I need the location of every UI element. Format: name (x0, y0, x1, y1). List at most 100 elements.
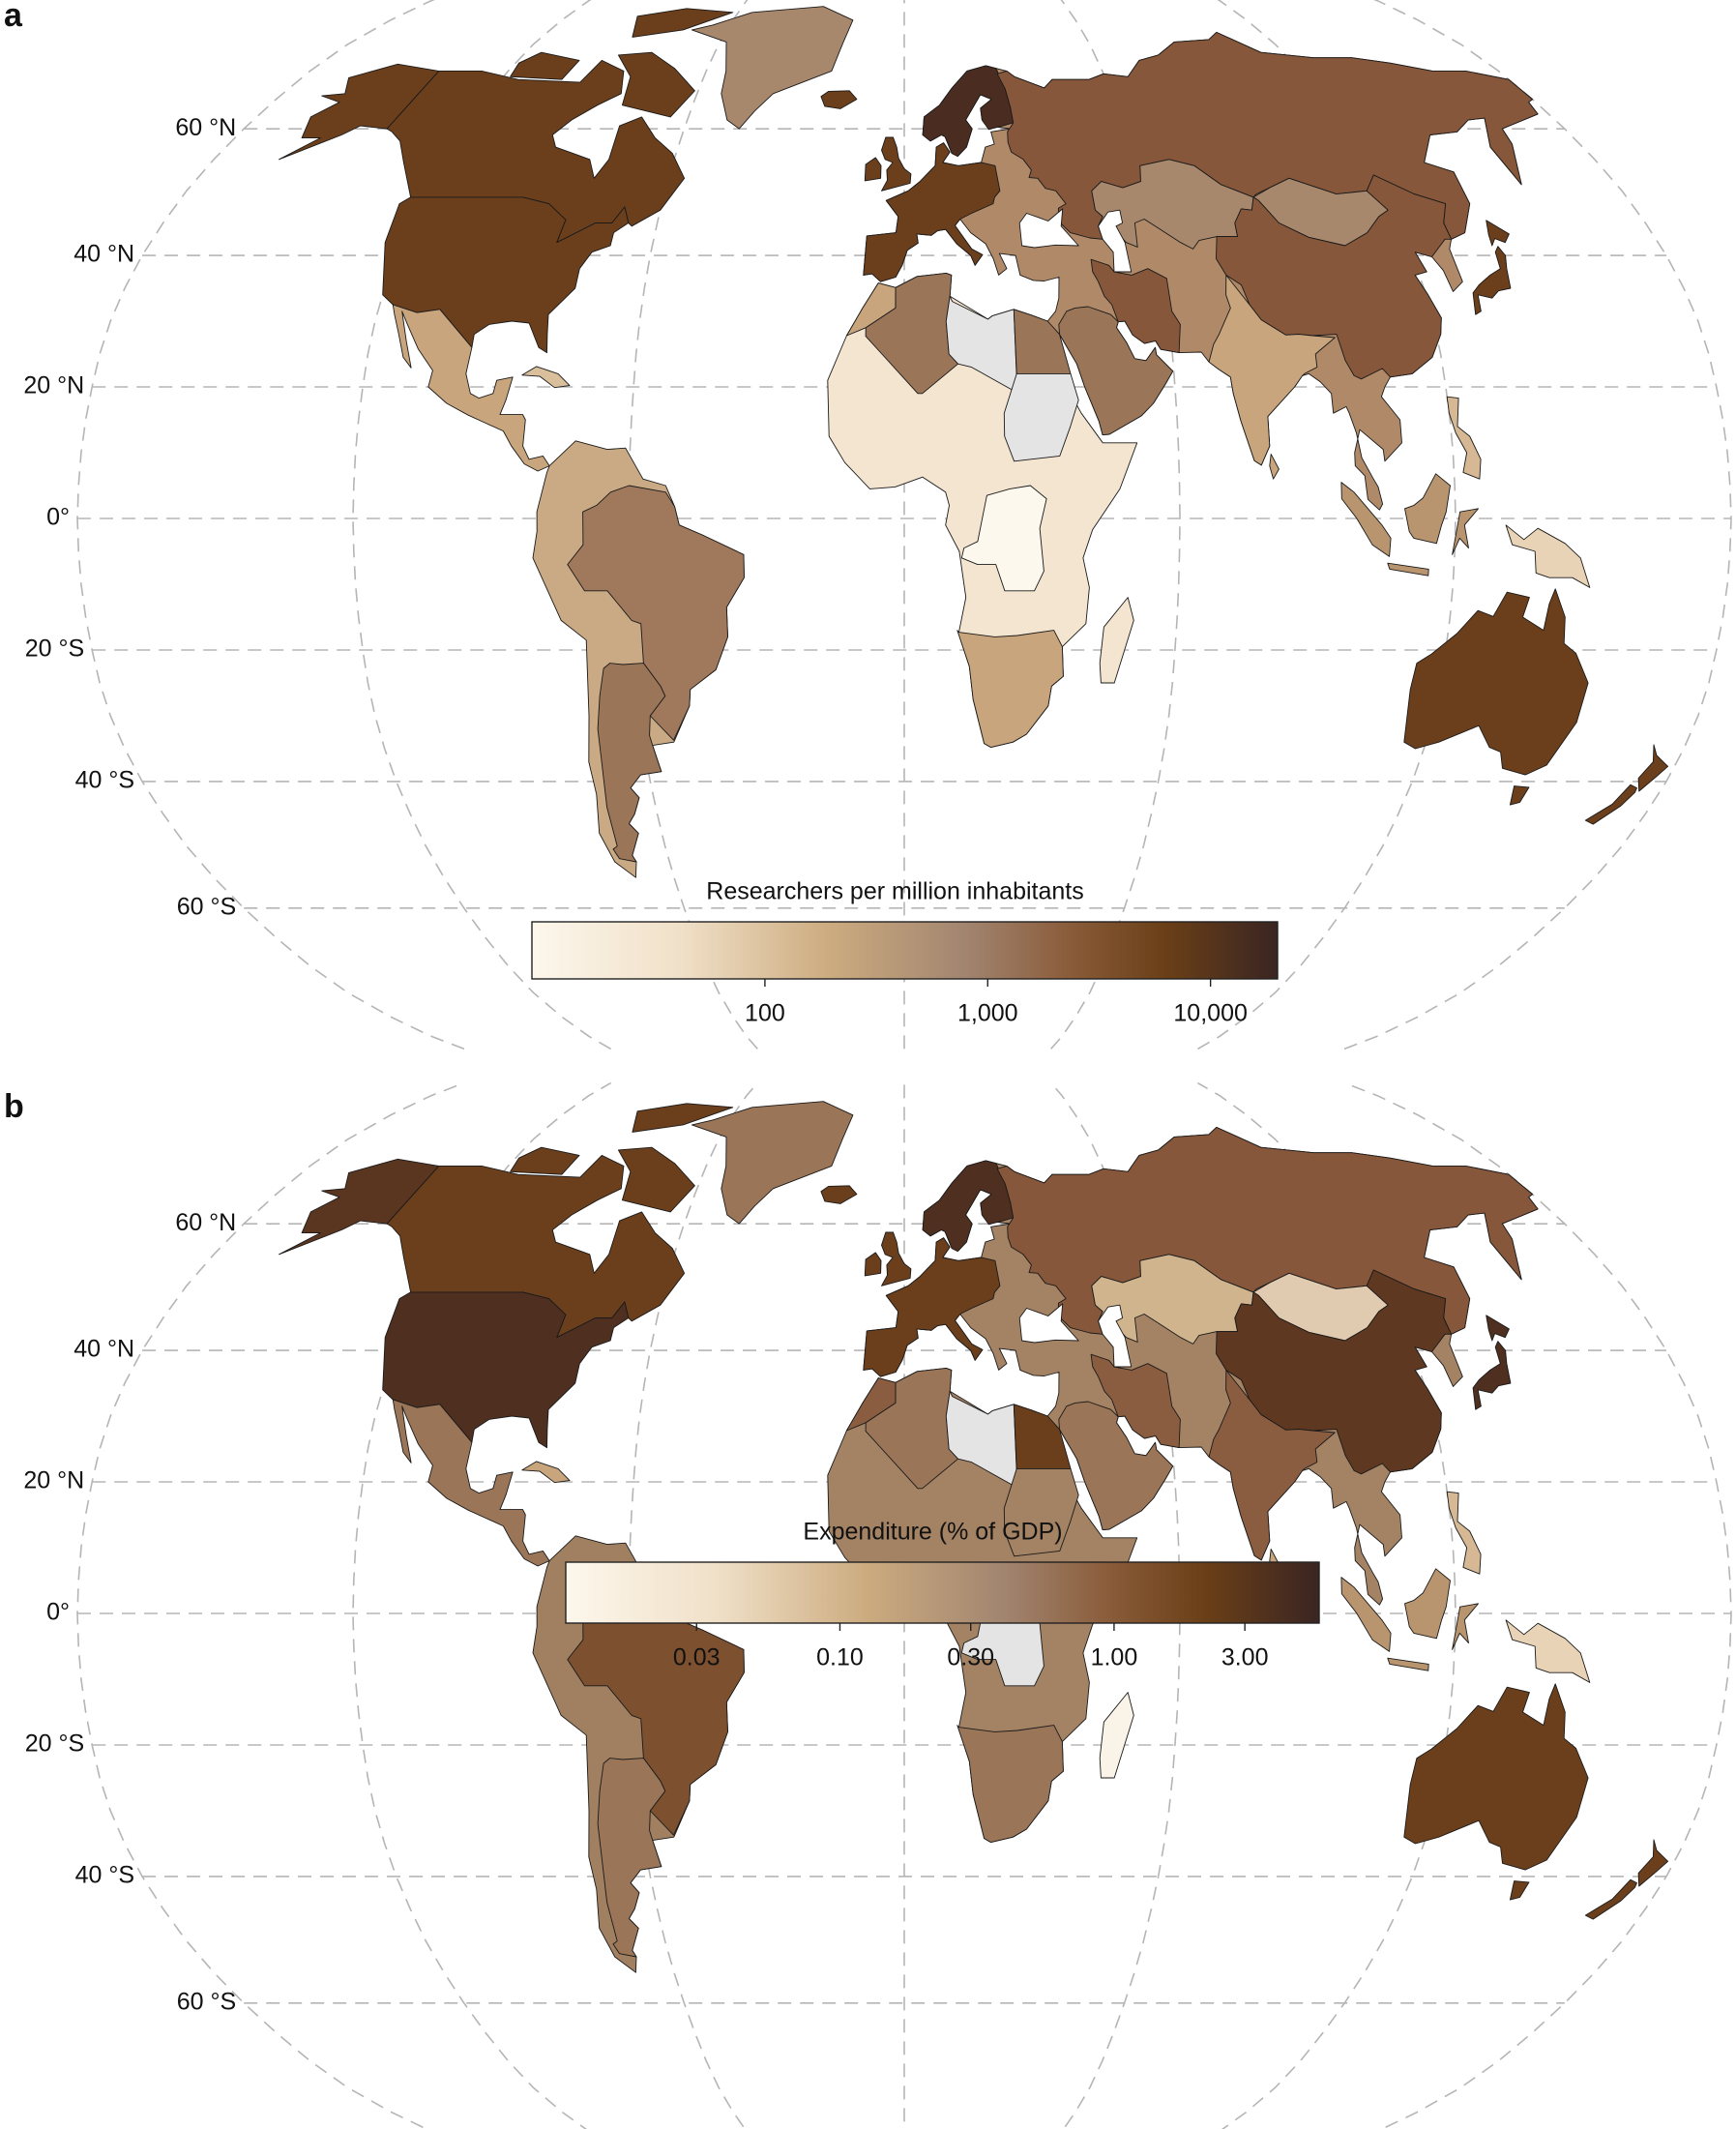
country (617, 1146, 695, 1213)
country (1486, 1315, 1510, 1342)
country (1208, 274, 1336, 466)
country (1269, 453, 1280, 480)
country (945, 295, 1018, 391)
latitude-label: 40 °N (74, 241, 134, 268)
country (945, 1390, 1018, 1486)
country (1404, 1568, 1451, 1640)
colorbar-tick-label: 10,000 (1173, 1000, 1247, 1027)
country (1018, 208, 1079, 249)
colorbar (565, 1561, 1320, 1624)
country (1452, 508, 1479, 555)
country (1472, 1341, 1512, 1410)
country (864, 157, 882, 182)
colorbar-tick-label: 1.00 (1091, 1644, 1138, 1671)
country (510, 51, 580, 80)
panel-label: b (4, 1088, 24, 1125)
latitude-label: 20 °S (25, 1730, 84, 1758)
country (279, 1158, 440, 1256)
country (1486, 220, 1510, 247)
country (510, 1146, 580, 1175)
country (1505, 1619, 1591, 1683)
country (1403, 1683, 1589, 1871)
latitude-label: 60 °N (175, 1209, 236, 1236)
country (521, 366, 571, 389)
country (392, 304, 550, 472)
map-panel: 60 °N 40 °N 20 °N 0° 20 °S 40 °S 60 °S (23, 0, 1732, 1050)
country (960, 485, 1047, 592)
country (1099, 597, 1134, 684)
country (1387, 1657, 1429, 1671)
country (1208, 1369, 1336, 1561)
country (820, 1185, 858, 1204)
colorbar (531, 921, 1279, 980)
country (1387, 562, 1429, 577)
country (881, 1231, 912, 1286)
country (597, 1758, 666, 1958)
country (1505, 524, 1591, 588)
country (1340, 1577, 1392, 1652)
country (1584, 784, 1637, 825)
country (863, 142, 1001, 282)
colorbar-title: Researchers per million inhabitants (706, 878, 1083, 905)
country (956, 1725, 1064, 1844)
latitude-label: 0° (46, 1599, 70, 1626)
country (1090, 1353, 1181, 1449)
map-panel: 60 °N 40 °N 20 °N 0° 20 °S 40 °S 60 °S (23, 1081, 1732, 2129)
country (1584, 1878, 1637, 1920)
country (521, 1461, 571, 1484)
colorbar-tick-label: 0.10 (816, 1644, 864, 1671)
country (1509, 1880, 1530, 1901)
latitude-label: 20 °N (23, 1467, 84, 1494)
country (1003, 372, 1079, 462)
country (1099, 1692, 1134, 1779)
colorbar-tick-label: 0.30 (947, 1644, 994, 1671)
latitude-label: 60 °S (177, 893, 236, 920)
country (1403, 588, 1589, 776)
country (1452, 1603, 1479, 1650)
country (1098, 209, 1133, 273)
country (863, 1237, 1001, 1377)
country (1472, 246, 1512, 315)
latitude-label: 60 °S (177, 1988, 236, 2015)
colorbar-tick-label: 0.03 (673, 1644, 721, 1671)
country (1509, 785, 1530, 806)
country (617, 51, 695, 118)
country (632, 1103, 734, 1133)
colorbar-tick-label: 100 (745, 1000, 785, 1027)
country (922, 65, 1015, 158)
colorbar-title: Expenditure (% of GDP) (803, 1519, 1062, 1546)
country (1446, 396, 1482, 480)
country (279, 63, 440, 161)
country (820, 90, 858, 109)
country (632, 8, 734, 38)
country (1404, 473, 1451, 545)
country (956, 630, 1064, 749)
country (1098, 1304, 1133, 1368)
latitude-label: 60 °N (175, 114, 236, 141)
latitude-label: 0° (46, 504, 70, 531)
country (1637, 744, 1669, 792)
country (1003, 1467, 1079, 1557)
country (864, 1252, 882, 1277)
meridian (628, 1082, 758, 2129)
colorbar-tick-label: 3.00 (1221, 1644, 1269, 1671)
country (1340, 482, 1392, 557)
country (597, 663, 666, 863)
country (1090, 258, 1181, 354)
country (1058, 1401, 1174, 1531)
colorbar-tick-label: 1,000 (957, 1000, 1018, 1027)
country (922, 1160, 1015, 1253)
panel-label: a (4, 0, 23, 34)
country (1637, 1839, 1669, 1887)
country (845, 282, 897, 337)
country (845, 1377, 897, 1432)
country (691, 1101, 854, 1225)
meridian (628, 0, 758, 1050)
latitude-label: 40 °N (74, 1336, 134, 1363)
latitude-label: 20 °S (25, 636, 84, 663)
country (1058, 306, 1174, 436)
country (691, 6, 854, 130)
country (881, 136, 912, 192)
latitude-label: 40 °S (75, 767, 134, 794)
